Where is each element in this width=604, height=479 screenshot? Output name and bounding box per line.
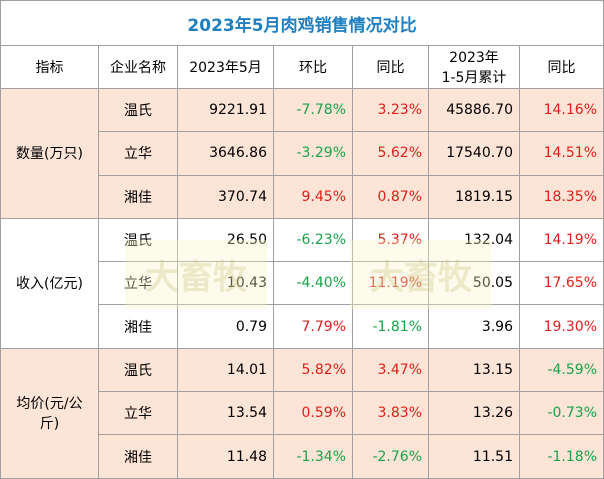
- value-cell: 13.26: [428, 391, 520, 436]
- header-line: 1-5月累计: [441, 70, 507, 86]
- data-row: 立华 10.43 -4.40% 11.19% 50.05 17.65%: [1, 261, 604, 306]
- header-cell: 环比: [273, 45, 353, 89]
- data-row: 湘佳 0.79 7.79% -1.81% 3.96 19.30%: [1, 304, 604, 349]
- company-cell: 湘佳: [98, 434, 178, 479]
- value-cell: -3.29%: [273, 131, 353, 176]
- data-row: 收入(亿元) 温氏 26.50 -6.23% 5.37% 132.04 14.19%: [0, 217, 604, 349]
- data-row: 湘佳 370.74 9.45% 0.87% 1819.15 18.35%: [1, 174, 604, 219]
- value-cell: -2.76%: [352, 434, 429, 479]
- value-cell: 9.45%: [273, 174, 353, 219]
- value-cell: 1819.15: [428, 174, 520, 219]
- table-title: 2023年5月肉鸡销售情况对比: [0, 0, 604, 46]
- value-cell: 9221.91: [177, 87, 274, 133]
- value-cell: 3.83%: [352, 391, 429, 436]
- value-cell: 10.43: [177, 261, 274, 306]
- header-cell: 企业名称: [98, 45, 178, 89]
- value-cell: -1.81%: [352, 304, 429, 349]
- value-cell: 11.48: [177, 434, 274, 479]
- value-cell: 0.79: [177, 304, 274, 349]
- company-cell: 立华: [98, 131, 178, 176]
- value-cell: 14.51%: [519, 131, 604, 176]
- value-cell: 7.79%: [273, 304, 353, 349]
- value-cell: 370.74: [177, 174, 274, 219]
- value-cell: 3.47%: [352, 347, 429, 393]
- value-cell: 14.01: [177, 347, 274, 393]
- header-cell: 2023年5月: [177, 45, 274, 89]
- value-cell: 3646.86: [177, 131, 274, 176]
- data-row: 立华 3646.86 -3.29% 5.62% 17540.70 14.51%: [1, 131, 604, 176]
- value-cell: 3.96: [428, 304, 520, 349]
- data-row: 数量(万只) 温氏 9221.91 -7.78% 3.23% 45886.70 14.16%: [0, 87, 604, 219]
- value-cell: 17.65%: [519, 261, 604, 306]
- value-cell: 18.35%: [519, 174, 604, 219]
- data-row: 立华 13.54 0.59% 3.83% 13.26 -0.73%: [1, 391, 604, 436]
- company-cell: 湘佳: [98, 174, 178, 219]
- value-cell: -1.18%: [519, 434, 604, 479]
- value-cell: 17540.70: [428, 131, 520, 176]
- header-cell: 指标: [0, 45, 99, 89]
- value-cell: 132.04: [428, 217, 520, 263]
- company-cell: 立华: [98, 261, 178, 306]
- group-label: 数量(万只): [0, 88, 99, 219]
- data-row: 均价(元/公斤) 温氏 14.01 5.82% 3.47% 13.15 -4.59%: [0, 347, 604, 479]
- value-cell: 45886.70: [428, 87, 520, 133]
- value-cell: 5.37%: [352, 217, 429, 263]
- group-label: 收入(亿元): [0, 217, 99, 349]
- company-cell: 湘佳: [98, 304, 178, 349]
- value-cell: 0.87%: [352, 174, 429, 219]
- company-cell: 立华: [98, 391, 178, 436]
- header-line: 2023年: [449, 50, 499, 66]
- value-cell: -1.34%: [273, 434, 353, 479]
- value-cell: 14.19%: [519, 217, 604, 263]
- value-cell: 19.30%: [519, 304, 604, 349]
- value-cell: 13.15: [428, 347, 520, 393]
- value-cell: -6.23%: [273, 217, 353, 263]
- value-cell: 11.19%: [352, 261, 429, 306]
- value-cell: -4.59%: [519, 347, 604, 393]
- value-cell: 50.05: [428, 261, 520, 306]
- value-cell: 5.62%: [352, 131, 429, 176]
- value-cell: 0.59%: [273, 391, 353, 436]
- company-cell: 温氏: [98, 87, 178, 133]
- value-cell: 26.50: [177, 217, 274, 263]
- header-cell: 同比: [352, 45, 429, 89]
- data-row: 湘佳 11.48 -1.34% -2.76% 11.51 -1.18%: [1, 434, 604, 479]
- header-cell: 同比: [519, 45, 604, 89]
- value-cell: 5.82%: [273, 347, 353, 393]
- group-label: 均价(元/公斤): [0, 347, 99, 479]
- company-cell: 温氏: [98, 347, 178, 393]
- value-cell: 14.16%: [519, 87, 604, 133]
- value-cell: 11.51: [428, 434, 520, 479]
- value-cell: -0.73%: [519, 391, 604, 436]
- header-row: 指标 企业名称 2023年5月 环比 同比 2023年 1-5月累计 同比: [0, 45, 604, 89]
- value-cell: 13.54: [177, 391, 274, 436]
- header-cell: 2023年 1-5月累计: [428, 45, 520, 89]
- value-cell: -4.40%: [273, 261, 353, 306]
- company-cell: 温氏: [98, 217, 178, 263]
- value-cell: 3.23%: [352, 87, 429, 133]
- value-cell: -7.78%: [273, 87, 353, 133]
